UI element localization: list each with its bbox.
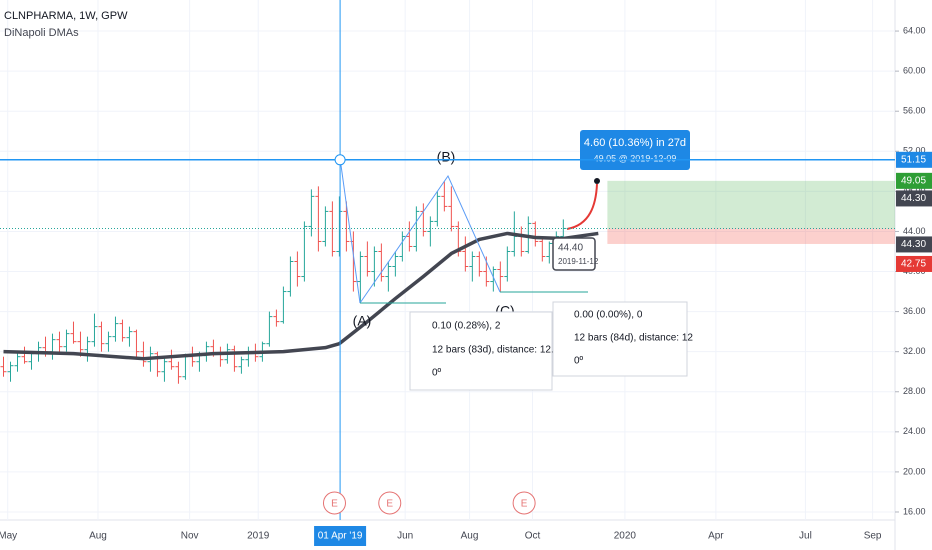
forecast-arrow bbox=[566, 183, 598, 230]
event-label: E bbox=[521, 499, 528, 510]
indicator-line bbox=[3, 231, 599, 361]
measure-text: 0.10 (0.28%), 2 bbox=[432, 321, 501, 332]
crosshair-price-label-bg bbox=[896, 151, 932, 168]
measure-box-bg bbox=[552, 301, 688, 377]
crosshair-date-label: 01 Apr '19 bbox=[318, 531, 363, 542]
wave-line bbox=[359, 174, 501, 304]
event-marker bbox=[378, 491, 402, 515]
measure-text: 0º bbox=[432, 368, 442, 379]
x-tick-label: Jul bbox=[799, 531, 812, 542]
event-marker bbox=[322, 491, 346, 515]
measure-text: 0.00 (0.00%), 0 bbox=[574, 310, 643, 321]
y-tick-label: 60.00 bbox=[903, 66, 926, 76]
price-tag-text: 44.40 bbox=[558, 243, 583, 254]
forecast-point bbox=[594, 178, 600, 184]
last-price-label-bg bbox=[896, 190, 932, 207]
stop-zone bbox=[607, 228, 895, 244]
target-zone bbox=[607, 180, 895, 229]
entry-label-bg bbox=[896, 236, 932, 253]
measure-box-bg bbox=[409, 311, 553, 391]
callout-subtext: 49.05 @ 2019-12-09 bbox=[594, 153, 677, 163]
measure-text: 12 bars (83d), distance: 12.000 bbox=[432, 345, 571, 356]
x-tick-label: May bbox=[0, 531, 17, 542]
measure-text: 12 bars (84d), distance: 12 bbox=[574, 333, 693, 344]
y-tick-label: 20.00 bbox=[903, 466, 926, 476]
wave-label: (A) bbox=[353, 313, 372, 329]
x-tick-label: Aug bbox=[461, 531, 479, 542]
target-label: 49.05 bbox=[901, 175, 926, 186]
y-tick-label: 24.00 bbox=[903, 426, 926, 436]
x-tick-label: Nov bbox=[181, 531, 199, 542]
y-tick-label: 28.00 bbox=[903, 386, 926, 396]
x-tick-label: Apr bbox=[708, 531, 724, 542]
price-tag-subtext: 2019-11-12 bbox=[558, 257, 599, 266]
wave-label: (B) bbox=[437, 149, 456, 165]
y-tick-label: 16.00 bbox=[903, 506, 926, 516]
y-tick-label: 36.00 bbox=[903, 306, 926, 316]
crosshair-date-bg bbox=[314, 526, 367, 546]
entry-label: 44.30 bbox=[901, 239, 926, 250]
x-tick-label: Oct bbox=[525, 531, 541, 542]
stop-label-bg bbox=[896, 255, 932, 272]
x-tick-label: Aug bbox=[89, 531, 107, 542]
callout-text: 4.60 (10.36%) in 27d bbox=[584, 137, 686, 149]
x-tick-label: Sep bbox=[864, 531, 882, 542]
event-label: E bbox=[331, 499, 338, 510]
event-label: E bbox=[386, 499, 393, 510]
x-tick-label: 2019 bbox=[247, 531, 270, 542]
target-label-bg bbox=[896, 172, 932, 189]
measure-text: 0º bbox=[574, 356, 584, 367]
y-tick-label: 56.00 bbox=[903, 106, 926, 116]
indicator-name: DiNapoli DMAs bbox=[4, 27, 79, 39]
last-price-label: 44.30 bbox=[901, 193, 926, 204]
stop-label: 42.75 bbox=[901, 259, 926, 270]
x-tick-label: 2020 bbox=[614, 531, 637, 542]
crosshair-point bbox=[334, 154, 346, 166]
chart-title: CLNPHARMA, 1W, GPW bbox=[4, 10, 128, 22]
x-tick-label: Jun bbox=[397, 531, 413, 542]
event-marker bbox=[512, 491, 536, 515]
y-tick-label: 44.00 bbox=[903, 226, 926, 236]
measure-box: 0.00 (0.00%), 0 12 bars (84d), distance:… bbox=[552, 301, 693, 377]
wave-line bbox=[339, 157, 361, 304]
measure-box: 0.10 (0.28%), 2 12 bars (83d), distance:… bbox=[409, 311, 571, 391]
crosshair-price-label: 51.15 bbox=[901, 154, 926, 165]
price-tag bbox=[552, 237, 596, 271]
y-tick-label: 32.00 bbox=[903, 346, 926, 356]
y-tick-label: 52.00 bbox=[903, 146, 926, 156]
y-tick-label: 64.00 bbox=[903, 25, 926, 35]
